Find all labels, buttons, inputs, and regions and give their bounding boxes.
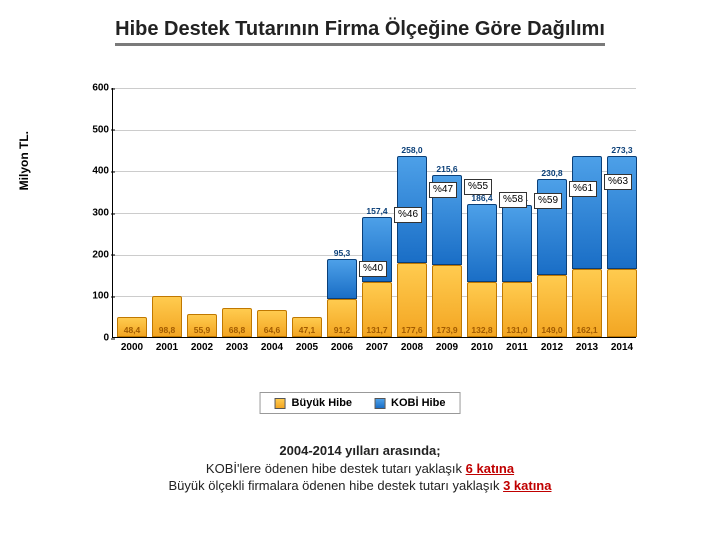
y-tick: 100: [81, 291, 109, 302]
legend-swatch-kobi: [374, 398, 385, 409]
bar-kobi: [467, 204, 497, 282]
legend: Büyük Hibe KOBİ Hibe: [260, 392, 461, 414]
footer-line2b: 6 katına: [466, 461, 514, 476]
y-tick: 400: [81, 166, 109, 177]
value-label-buyuk: 98,8: [159, 325, 176, 335]
y-tick: 300: [81, 208, 109, 219]
pct-callout: %61: [569, 181, 597, 197]
value-label-buyuk: 68,8: [229, 325, 246, 335]
x-tick-label: 2003: [226, 342, 248, 353]
legend-label-buyuk: Büyük Hibe: [292, 397, 353, 409]
pct-callout: %59: [534, 193, 562, 209]
value-label-buyuk: 91,2: [334, 325, 351, 335]
value-label-buyuk: 162,1: [576, 325, 597, 335]
y-tick: 600: [81, 83, 109, 94]
legend-swatch-buyuk: [275, 398, 286, 409]
legend-item-kobi: KOBİ Hibe: [374, 397, 445, 409]
value-label-buyuk: 149,0: [541, 325, 562, 335]
value-label-buyuk: 132,8: [471, 325, 492, 335]
x-tick-label: 2000: [121, 342, 143, 353]
y-tick: 200: [81, 249, 109, 260]
x-tick-label: 2011: [506, 342, 528, 353]
x-tick-label: 2005: [296, 342, 318, 353]
bar-buyuk: [607, 269, 637, 337]
pct-callout: %46: [394, 207, 422, 223]
pct-callout: %58: [499, 192, 527, 208]
pct-callout: %40: [359, 261, 387, 277]
plot-area: 010020030040050060048,4200098,8200155,92…: [112, 88, 636, 338]
value-label-buyuk: 173,9: [436, 325, 457, 335]
pct-callout: %47: [429, 182, 457, 198]
x-tick-label: 2002: [191, 342, 213, 353]
y-tick: 500: [81, 124, 109, 135]
bar-kobi: [502, 205, 532, 283]
value-label-buyuk: 64,6: [264, 325, 281, 335]
value-label-buyuk: 55,9: [194, 325, 211, 335]
page-title: Hibe Destek Tutarının Firma Ölçeğine Gör…: [115, 18, 605, 46]
value-label-kobi: 230,8: [541, 168, 562, 178]
y-axis-title: Milyon TL.: [17, 131, 31, 190]
grid-line: [113, 130, 636, 131]
value-label-buyuk: 131,0: [506, 325, 527, 335]
x-tick-label: 2001: [156, 342, 178, 353]
x-tick-label: 2012: [541, 342, 563, 353]
legend-label-kobi: KOBİ Hibe: [391, 397, 445, 409]
legend-item-buyuk: Büyük Hibe: [275, 397, 353, 409]
footer-line3a: Büyük ölçekli firmalara ödenen hibe dest…: [169, 478, 504, 493]
pct-callout: %63: [604, 174, 632, 190]
value-label-buyuk: 47,1: [299, 325, 316, 335]
chart: Milyon TL. 010020030040050060048,4200098…: [82, 88, 636, 368]
x-tick-label: 2014: [611, 342, 633, 353]
y-tick: 0: [81, 333, 109, 344]
x-tick-label: 2007: [366, 342, 388, 353]
value-label-kobi: 273,3: [611, 145, 632, 155]
footer-text: 2004-2014 yılları arasında; KOBİ'lere öd…: [80, 442, 640, 495]
value-label-buyuk: 177,6: [401, 325, 422, 335]
bar-kobi: [572, 156, 602, 270]
footer-line3b: 3 katına: [503, 478, 551, 493]
title-bar: Hibe Destek Tutarının Firma Ölçeğine Gör…: [0, 18, 720, 52]
grid-line: [113, 88, 636, 89]
footer-line1: 2004-2014 yılları arasında;: [279, 443, 440, 458]
x-tick-label: 2013: [576, 342, 598, 353]
value-label-buyuk: 131,7: [366, 325, 387, 335]
value-label-kobi: 95,3: [334, 248, 351, 258]
x-tick-label: 2008: [401, 342, 423, 353]
x-tick-label: 2004: [261, 342, 283, 353]
pct-callout: %55: [464, 179, 492, 195]
bar-kobi: [327, 259, 357, 299]
x-tick-label: 2006: [331, 342, 353, 353]
x-tick-label: 2010: [471, 342, 493, 353]
value-label-kobi: 258,0: [401, 145, 422, 155]
value-label-buyuk: 48,4: [124, 325, 141, 335]
x-tick-label: 2009: [436, 342, 458, 353]
footer-line2a: KOBİ'lere ödenen hibe destek tutarı yakl…: [206, 461, 466, 476]
value-label-kobi: 157,4: [366, 206, 387, 216]
value-label-kobi: 215,6: [436, 164, 457, 174]
